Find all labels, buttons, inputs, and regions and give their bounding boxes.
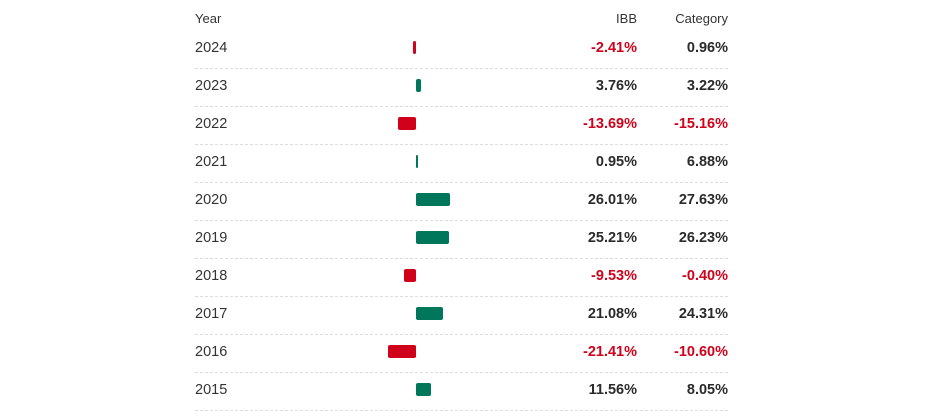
ibb-return-bar [416, 79, 421, 92]
year-cell: 2021 [195, 154, 228, 170]
table-row: 2023 3.76% 3.22% [195, 69, 728, 107]
ibb-return-bar [416, 231, 449, 244]
category-return-cell: 24.31% [678, 306, 728, 322]
table-row: 2020 26.01% 27.63% [195, 183, 728, 221]
year-cell: 2015 [195, 382, 228, 398]
table-row: 2019 25.21% 26.23% [195, 221, 728, 259]
annual-returns-table: Year IBB Category 2024 -2.41% 0.96% 2023 3.7… [195, 0, 728, 411]
ibb-return-bar [416, 383, 432, 396]
year-cell: 2022 [195, 116, 228, 132]
ibb-return-bar [388, 345, 416, 358]
ibb-return-bar [398, 117, 416, 130]
year-cell: 2016 [195, 344, 228, 360]
table-row: 2015 11.56% 8.05% [195, 373, 728, 411]
ibb-return-bar [403, 269, 416, 282]
table-body: 2024 -2.41% 0.96% 2023 3.76% 3.22% 2022 -13.69%… [195, 31, 728, 411]
year-cell: 2018 [195, 268, 228, 284]
ibb-return-cell: -13.69% [582, 116, 637, 132]
category-return-cell: 0.96% [686, 40, 728, 56]
ibb-return-cell: 0.95% [595, 154, 637, 170]
year-cell: 2017 [195, 306, 228, 322]
ibb-return-cell: 11.56% [588, 382, 637, 398]
ibb-column-header: IBB [616, 11, 637, 26]
table-row: 2018 -9.53% -0.40% [195, 259, 728, 297]
category-return-cell: 8.05% [686, 382, 728, 398]
category-return-cell: 3.22% [686, 78, 728, 94]
year-cell: 2023 [195, 78, 228, 94]
ibb-return-bar [416, 155, 418, 168]
ibb-return-cell: -2.41% [591, 40, 637, 56]
category-column-header: Category [675, 11, 728, 26]
ibb-return-bar [416, 193, 450, 206]
table-row: 2022 -13.69% -15.16% [195, 107, 728, 145]
year-cell: 2019 [195, 230, 228, 246]
ibb-return-bar [412, 41, 416, 54]
table-row: 2016 -21.41% -10.60% [195, 335, 728, 373]
table-header: Year IBB Category [195, 0, 728, 31]
category-return-cell: 27.63% [678, 192, 728, 208]
category-return-cell: 26.23% [678, 230, 728, 246]
year-cell: 2024 [195, 40, 228, 56]
category-return-cell: -10.60% [673, 344, 728, 360]
ibb-return-cell: -21.41% [582, 344, 637, 360]
ibb-return-cell: 3.76% [595, 78, 637, 94]
table-row: 2017 21.08% 24.31% [195, 297, 728, 335]
table-row: 2024 -2.41% 0.96% [195, 31, 728, 69]
ibb-return-cell: 25.21% [587, 230, 637, 246]
ibb-return-cell: 26.01% [587, 192, 637, 208]
category-return-cell: -0.40% [682, 268, 728, 284]
category-return-cell: -15.16% [673, 116, 728, 132]
ibb-return-cell: -9.53% [591, 268, 637, 284]
category-return-cell: 6.88% [686, 154, 728, 170]
table-row: 2021 0.95% 6.88% [195, 145, 728, 183]
year-cell: 2020 [195, 192, 228, 208]
ibb-return-cell: 21.08% [587, 306, 637, 322]
ibb-return-bar [416, 307, 444, 320]
year-column-header: Year [195, 11, 222, 26]
